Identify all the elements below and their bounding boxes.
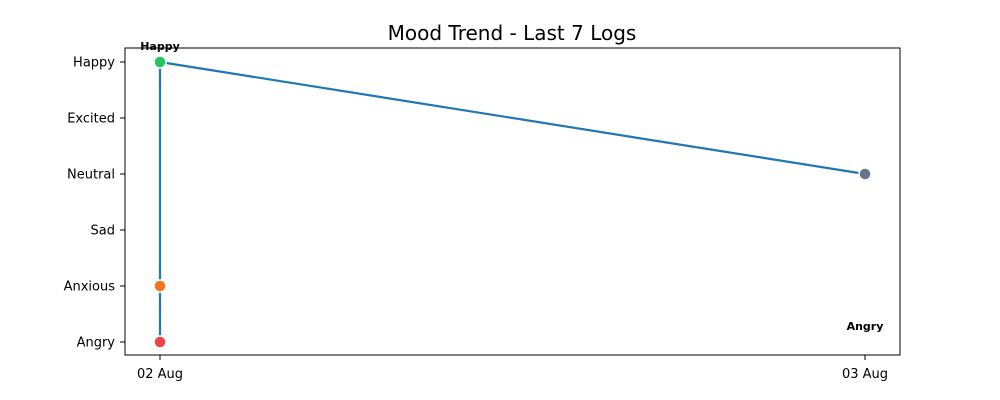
y-tick-label-neutral: Neutral <box>67 168 115 183</box>
annotation-angry-03-aug: Angry <box>847 320 884 333</box>
point-03-aug-neutral <box>858 167 872 181</box>
y-tick-label-excited: Excited <box>67 112 115 127</box>
y-tick-label-angry: Angry <box>77 336 116 351</box>
plot-frame <box>124 47 901 356</box>
point-02-aug-anxious <box>153 279 167 293</box>
chart-title: Mood Trend - Last 7 Logs <box>388 21 637 45</box>
y-tick-label-sad: Sad <box>91 224 115 239</box>
point-02-aug-happy <box>153 55 167 69</box>
series-layer <box>153 55 872 349</box>
annotation-happy-02-aug: Happy <box>140 40 180 53</box>
y-axis: Angry Anxious Sad Neutral Excited Happy <box>64 56 125 351</box>
x-axis: 02 Aug 03 Aug <box>137 355 888 382</box>
point-02-aug-angry <box>153 335 167 349</box>
y-tick-label-anxious: Anxious <box>64 280 116 295</box>
annotation-layer: Happy Angry <box>140 40 883 333</box>
series-line-0 <box>158 60 866 342</box>
y-tick-label-happy: Happy <box>73 56 115 71</box>
x-tick-label-03-aug: 03 Aug <box>842 367 888 382</box>
x-tick-label-02-aug: 02 Aug <box>137 367 183 382</box>
